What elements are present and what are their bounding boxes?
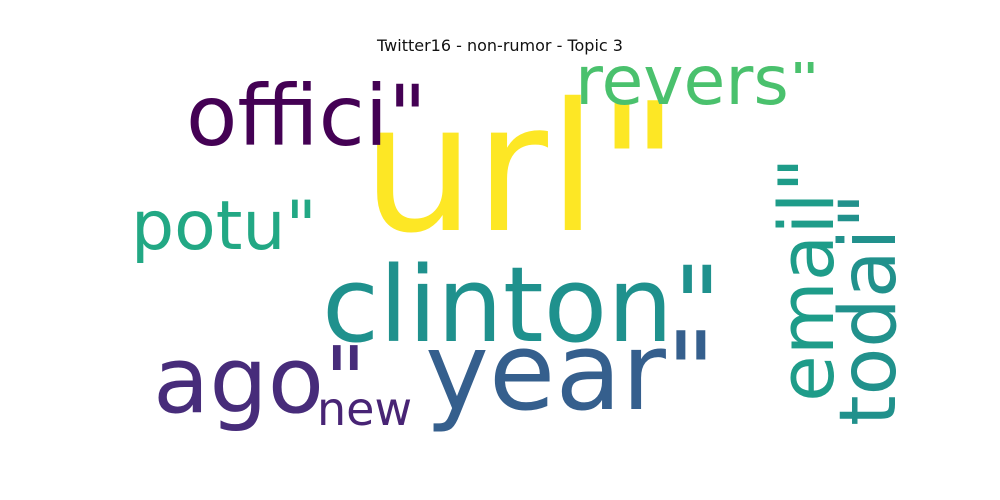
figure-title: Twitter16 - non-rumor - Topic 3 [377, 36, 623, 55]
word-revers: revers" [575, 62, 821, 121]
word-clinton: clinton" [322, 244, 722, 366]
word-url: url" [362, 65, 680, 272]
word-offici: offici" [186, 67, 427, 165]
word-cloud: url" offici" revers" potu" clinton" year… [125, 62, 900, 450]
word-year: year" [425, 310, 716, 435]
word-todai: todai" [824, 192, 900, 426]
word-ago: ago" [153, 327, 367, 434]
word-potu: potu" [131, 187, 317, 266]
word-new: new [317, 382, 413, 436]
